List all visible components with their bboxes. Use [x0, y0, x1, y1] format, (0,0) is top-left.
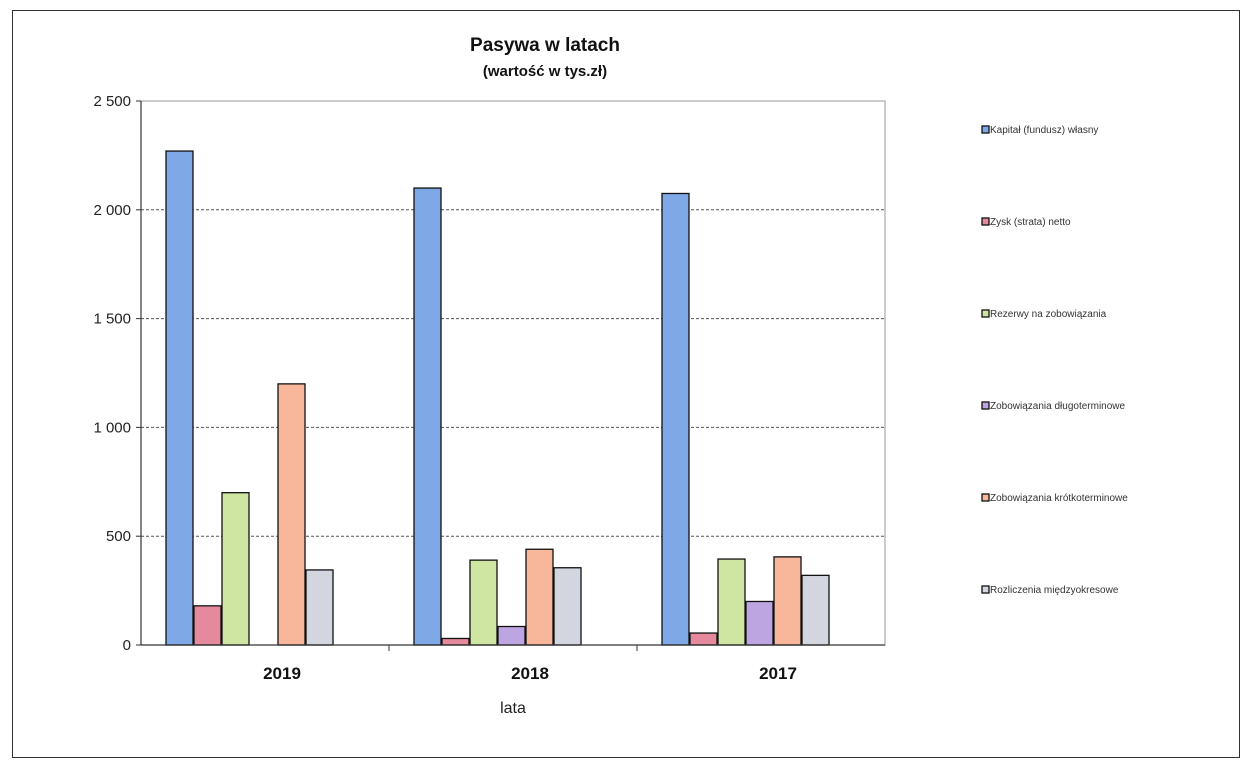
legend-entry: Zobowiązania długoterminowe [990, 401, 1126, 412]
legend-swatch [981, 125, 990, 134]
bars [165, 150, 830, 646]
bar [277, 383, 306, 646]
y-tick-label: 500 [106, 528, 131, 545]
bar [745, 600, 774, 646]
bar [165, 150, 194, 646]
x-axis-label: lata [500, 700, 526, 717]
bar [441, 637, 470, 646]
legend-entry: Kapitał (fundusz) własny [990, 125, 1098, 136]
legend-entry: Rezerwy na zobowiązania [990, 309, 1107, 320]
y-tick-label: 2 000 [93, 202, 131, 219]
chart-title: Pasywa w latach [470, 35, 620, 56]
bar [469, 559, 498, 646]
legend-entry: Rozliczenia międzyokresowe [990, 585, 1119, 596]
x-category-label: 2017 [759, 664, 797, 683]
axes: 0 500 1 000 1 500 2 000 2 500 2019 2018 2017 [93, 93, 885, 683]
bar [193, 605, 222, 646]
y-tick-label: 1 000 [93, 419, 131, 436]
y-tick-label: 2 500 [93, 93, 131, 110]
bar [413, 187, 442, 646]
legend-entry: Zysk (strata) netto [990, 217, 1071, 228]
gridlines [141, 209, 885, 537]
y-tick-label: 0 [123, 637, 131, 654]
bar [717, 558, 746, 646]
bar [773, 556, 802, 646]
x-category-label: 2018 [511, 664, 549, 683]
x-category-label: 2019 [263, 664, 301, 683]
legend-swatch [981, 493, 990, 502]
bar [221, 492, 250, 646]
bar [689, 632, 718, 646]
bar [525, 548, 554, 646]
legend: Kapitał (fundusz) własny Zysk (strata) ne… [981, 125, 1128, 596]
legend-swatch [981, 309, 990, 318]
legend-swatch [981, 401, 990, 410]
bar [305, 569, 334, 646]
bar [661, 192, 690, 646]
legend-swatch [981, 585, 990, 594]
legend-swatch [981, 217, 990, 226]
chart-subtitle: (wartość w tys.zł) [483, 63, 607, 80]
y-tick-label: 1 500 [93, 311, 131, 328]
bar [497, 625, 526, 646]
bar [801, 574, 830, 646]
bar [553, 567, 582, 646]
legend-entry: Zobowiązania krótkoterminowe [990, 493, 1128, 504]
